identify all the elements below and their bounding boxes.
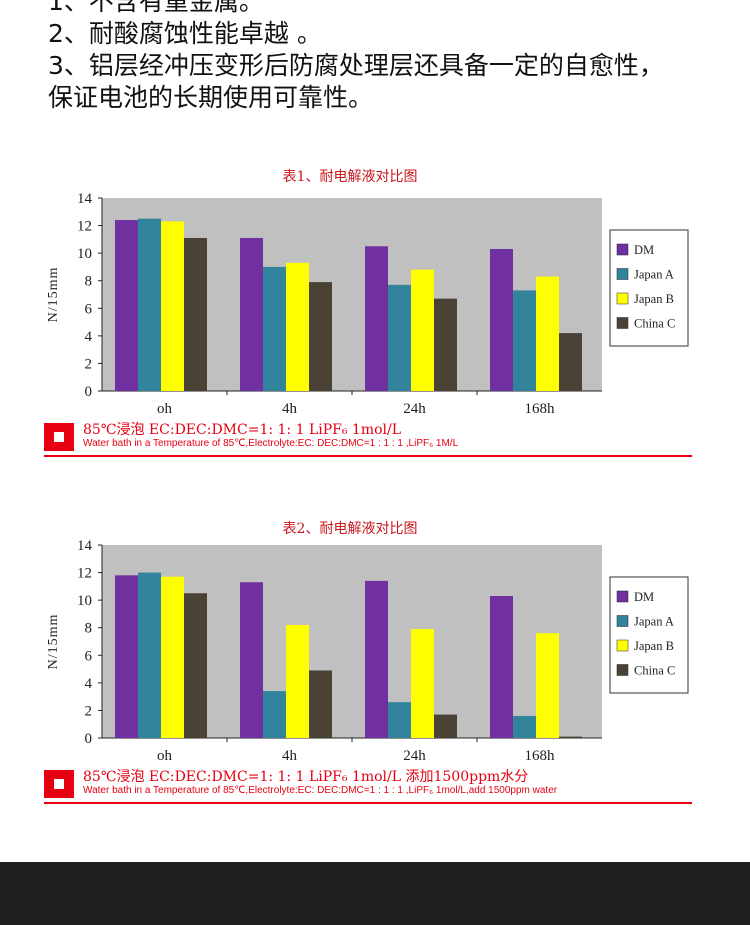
bar-dm-oh (115, 220, 138, 391)
y-tick-label: 0 (85, 731, 93, 747)
x-tick-label: oh (157, 401, 173, 417)
bar-japan-b-168h (536, 633, 559, 738)
bar-china-c-oh (184, 237, 207, 391)
legend-swatch (616, 615, 629, 627)
y-tick-label: 10 (77, 246, 92, 262)
bar-japan-b-4h (286, 262, 309, 391)
x-tick-label: 168h (525, 748, 556, 764)
bar-china-c-24h (434, 714, 457, 738)
x-tick-label: oh (157, 748, 173, 764)
x-tick-label: 24h (403, 401, 426, 417)
intro-list: 1、不含有重金属。 2、耐酸腐蚀性能卓越 。 3、铝层经冲压变形后防腐处理层还具… (48, 0, 664, 114)
chart1: 0 2 4 6 8 10 12 14 N/15mm oh 4h 24h 168h DM Japan A Jap… (46, 191, 689, 417)
caption-marker-icon (44, 770, 74, 798)
y-tick-label: 6 (85, 648, 93, 664)
y-tick-label: 0 (85, 384, 93, 400)
bar-dm-24h (365, 580, 388, 738)
y-tick-label: 12 (77, 219, 92, 235)
legend-label: Japan A (634, 268, 674, 282)
bar-japan-b-oh (161, 576, 184, 738)
y-tick-label: 4 (85, 329, 93, 345)
bar-dm-oh (115, 575, 138, 738)
bar-dm-4h (240, 237, 263, 391)
chart2-caption-en: Water bath in a Temperature of 85℃,Elect… (83, 785, 558, 796)
bar-japan-b-168h (536, 276, 559, 391)
y-tick-label: 14 (77, 191, 93, 207)
x-tick-label: 168h (525, 401, 556, 417)
bar-japan-a-168h (513, 715, 536, 738)
caption-marker-icon (44, 423, 74, 451)
bar-china-c-oh (184, 593, 207, 738)
chart2: 0 2 4 6 8 10 12 14 N/15mm oh 4h 24h 168h DM Japan A Jap… (46, 538, 689, 764)
legend-label: Japan A (634, 615, 674, 629)
chart2-caption: 85℃浸泡 EC:DEC:DMC=1: 1: 1 LiPF₆ 1mol/L 添加… (44, 768, 692, 804)
y-tick-label: 8 (85, 274, 93, 290)
intro-line-3: 3、铝层经冲压变形后防腐处理层还具备一定的自愈性， (48, 51, 664, 80)
bar-japan-a-oh (138, 218, 161, 391)
chart1-caption: 85℃浸泡 EC:DEC:DMC=1: 1: 1 LiPF₆ 1mol/L Wa… (44, 421, 692, 457)
legend-label: DM (634, 590, 654, 604)
legend-swatch (616, 590, 629, 603)
chart1-caption-cn: 85℃浸泡 EC:DEC:DMC=1: 1: 1 LiPF₆ 1mol/L (83, 422, 402, 438)
legend-swatch (616, 268, 629, 280)
bar-japan-a-4h (263, 266, 286, 391)
y-tick-label: 12 (77, 566, 92, 582)
bar-japan-b-oh (161, 221, 184, 391)
chart2-caption-cn: 85℃浸泡 EC:DEC:DMC=1: 1: 1 LiPF₆ 1mol/L 添加… (83, 769, 529, 785)
legend-label: Japan B (634, 292, 674, 306)
legend-swatch (616, 292, 629, 305)
intro-line-4: 保证电池的长期使用可靠性。 (48, 83, 374, 112)
y-tick-label: 8 (85, 621, 93, 637)
legend-swatch (616, 317, 629, 329)
bar-japan-b-24h (411, 629, 434, 738)
bar-china-c-168h (559, 333, 582, 391)
x-tick-label: 4h (282, 748, 298, 764)
legend-swatch (616, 243, 629, 256)
chart1-title: 表1、耐电解液对比图 (282, 169, 418, 185)
legend-label: Japan B (634, 639, 674, 653)
y-tick-label: 2 (85, 703, 93, 719)
y-axis-label: N/15mm (46, 267, 61, 323)
bar-japan-a-24h (388, 284, 411, 391)
legend-label: China C (634, 664, 675, 678)
bar-japan-a-oh (138, 572, 161, 738)
legend-swatch (616, 639, 629, 652)
legend-swatch (616, 664, 629, 676)
legend-label: DM (634, 243, 654, 257)
chart1-caption-en: Water bath in a Temperature of 85℃,Elect… (83, 438, 459, 449)
bar-japan-a-24h (388, 702, 411, 738)
bar-japan-a-4h (263, 691, 286, 738)
legend-label: China C (634, 317, 675, 331)
bar-japan-b-4h (286, 624, 309, 738)
bar-dm-4h (240, 582, 263, 738)
intro-line-2: 2、耐酸腐蚀性能卓越 。 (48, 19, 322, 48)
x-tick-label: 24h (403, 748, 426, 764)
footer-bar (0, 862, 750, 925)
bar-china-c-4h (309, 670, 332, 738)
bar-china-c-168h (559, 736, 582, 738)
bar-dm-24h (365, 246, 388, 391)
bar-dm-168h (490, 249, 513, 391)
bar-china-c-24h (434, 298, 457, 391)
y-tick-label: 10 (77, 593, 92, 609)
y-axis-label: N/15mm (46, 614, 61, 670)
bar-china-c-4h (309, 282, 332, 391)
y-tick-label: 4 (85, 676, 93, 692)
intro-line-1: 1、不含有重金属。 (48, 0, 264, 16)
chart2-title: 表2、耐电解液对比图 (282, 521, 418, 537)
y-tick-label: 2 (85, 356, 93, 372)
bar-japan-b-24h (411, 269, 434, 391)
bar-dm-168h (490, 596, 513, 738)
y-tick-label: 6 (85, 301, 93, 317)
x-tick-label: 4h (282, 401, 298, 417)
y-tick-label: 14 (77, 538, 93, 554)
bar-japan-a-168h (513, 290, 536, 391)
